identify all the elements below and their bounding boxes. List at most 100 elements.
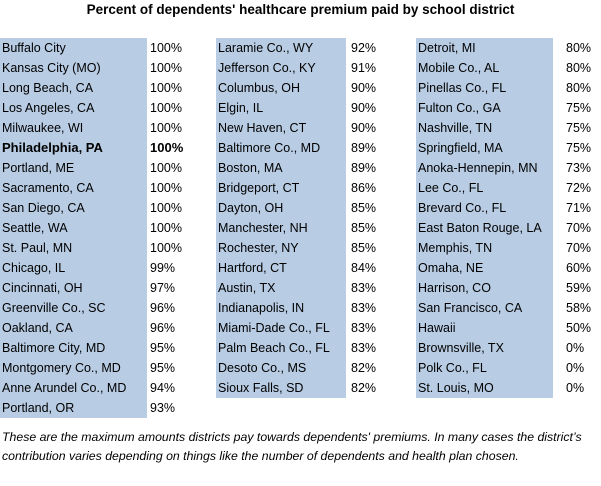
premium-percent: 60% [566, 261, 592, 275]
district-name: Chicago, IL [0, 258, 147, 278]
district-name: Anne Arundel Co., MD [0, 378, 147, 398]
premium-percent: 0% [566, 341, 585, 355]
district-name: Los Angeles, CA [0, 98, 147, 118]
district-name: Portland, ME [0, 158, 147, 178]
premium-percent: 85% [351, 241, 377, 255]
premium-percent: 89% [351, 141, 377, 155]
district-name: Pinellas Co., FL [416, 78, 553, 98]
premium-percent: 75% [566, 141, 592, 155]
premium-percent: 83% [351, 281, 377, 295]
premium-percent: 0% [566, 361, 585, 375]
district-name: Palm Beach Co., FL [216, 338, 346, 358]
district-name: San Diego, CA [0, 198, 147, 218]
district-name: Boston, MA [216, 158, 346, 178]
premium-percent: 97% [150, 281, 176, 295]
premium-percent: 71% [566, 201, 592, 215]
district-name: East Baton Rouge, LA [416, 218, 553, 238]
premium-percent: 100% [150, 241, 182, 255]
premium-percent: 80% [566, 61, 592, 75]
premium-percent: 80% [566, 41, 592, 55]
page-title: Percent of dependents' healthcare premiu… [86, 2, 515, 17]
premium-percent: 70% [566, 221, 592, 235]
district-name: Sioux Falls, SD [216, 378, 346, 398]
district-name: Portland, OR [0, 398, 147, 418]
premium-percent: 91% [351, 61, 377, 75]
premium-percent: 100% [150, 61, 182, 75]
district-name: Mobile Co., AL [416, 58, 553, 78]
premium-percent: 100% [150, 221, 182, 235]
district-name: Manchester, NH [216, 218, 346, 238]
premium-percent: 72% [566, 181, 592, 195]
premium-percent: 100% [150, 181, 182, 195]
district-name: Columbus, OH [216, 78, 346, 98]
district-name: Baltimore City, MD [0, 338, 147, 358]
premium-percent: 75% [566, 121, 592, 135]
district-name: Cincinnati, OH [0, 278, 147, 298]
district-name: New Haven, CT [216, 118, 346, 138]
district-name: St. Louis, MO [416, 378, 553, 398]
premium-percent: 93% [150, 401, 176, 415]
district-name: San Francisco, CA [416, 298, 553, 318]
premium-percent: 99% [150, 261, 176, 275]
district-name: Baltimore Co., MD [216, 138, 346, 158]
premium-percent: 58% [566, 301, 592, 315]
premium-percent: 85% [351, 201, 377, 215]
district-name: Anoka-Hennepin, MN [416, 158, 553, 178]
premium-percent: 84% [351, 261, 377, 275]
district-name: Fulton Co., GA [416, 98, 553, 118]
premium-percent: 0% [566, 381, 585, 395]
district-name: Austin, TX [216, 278, 346, 298]
district-name: Jefferson Co., KY [216, 58, 346, 78]
district-name: Omaha, NE [416, 258, 553, 278]
premium-percent: 100% [150, 41, 182, 55]
premium-percent: 83% [351, 301, 377, 315]
premium-percent: 83% [351, 341, 377, 355]
premium-percent: 82% [351, 381, 377, 395]
district-name: Brevard Co., FL [416, 198, 553, 218]
premium-percent: 90% [351, 81, 377, 95]
district-name: Oakland, CA [0, 318, 147, 338]
district-name: Hartford, CT [216, 258, 346, 278]
district-name: Dayton, OH [216, 198, 346, 218]
premium-percent: 94% [150, 381, 176, 395]
district-name: Miami-Dade Co., FL [216, 318, 346, 338]
premium-percent: 100% [150, 101, 182, 115]
premium-percent: 73% [566, 161, 592, 175]
premium-percent: 100% [150, 140, 184, 155]
premium-percent: 50% [566, 321, 592, 335]
district-name: Desoto Co., MS [216, 358, 346, 378]
premium-percent: 100% [150, 81, 182, 95]
premium-percent: 96% [150, 321, 176, 335]
premium-percent: 83% [351, 321, 377, 335]
district-name: Philadelphia, PA [0, 138, 147, 158]
premium-percent: 90% [351, 121, 377, 135]
premium-percent: 82% [351, 361, 377, 375]
premium-percent: 85% [351, 221, 377, 235]
district-name: Springfield, MA [416, 138, 553, 158]
district-name: Kansas City (MO) [0, 58, 147, 78]
district-name: Montgomery Co., MD [0, 358, 147, 378]
district-name: Bridgeport, CT [216, 178, 346, 198]
premium-percent: 90% [351, 101, 377, 115]
premium-percent: 95% [150, 341, 176, 355]
premium-percent: 92% [351, 41, 377, 55]
footnote: These are the maximum amounts districts … [2, 430, 582, 463]
premium-percent: 75% [566, 101, 592, 115]
district-name: Polk Co., FL [416, 358, 553, 378]
district-name: Indianapolis, IN [216, 298, 346, 318]
premium-percent: 86% [351, 181, 377, 195]
premium-percent: 95% [150, 361, 176, 375]
district-name: Seattle, WA [0, 218, 147, 238]
district-name: Greenville Co., SC [0, 298, 147, 318]
premium-percent: 89% [351, 161, 377, 175]
premium-percent: 80% [566, 81, 592, 95]
district-name: Brownsville, TX [416, 338, 553, 358]
premium-percent: 100% [150, 121, 182, 135]
district-name: Nashville, TN [416, 118, 553, 138]
premium-percent: 96% [150, 301, 176, 315]
district-name: Long Beach, CA [0, 78, 147, 98]
district-name: Rochester, NY [216, 238, 346, 258]
premium-percent: 100% [150, 161, 182, 175]
premium-percent: 70% [566, 241, 592, 255]
district-name: Buffalo City [0, 38, 147, 58]
